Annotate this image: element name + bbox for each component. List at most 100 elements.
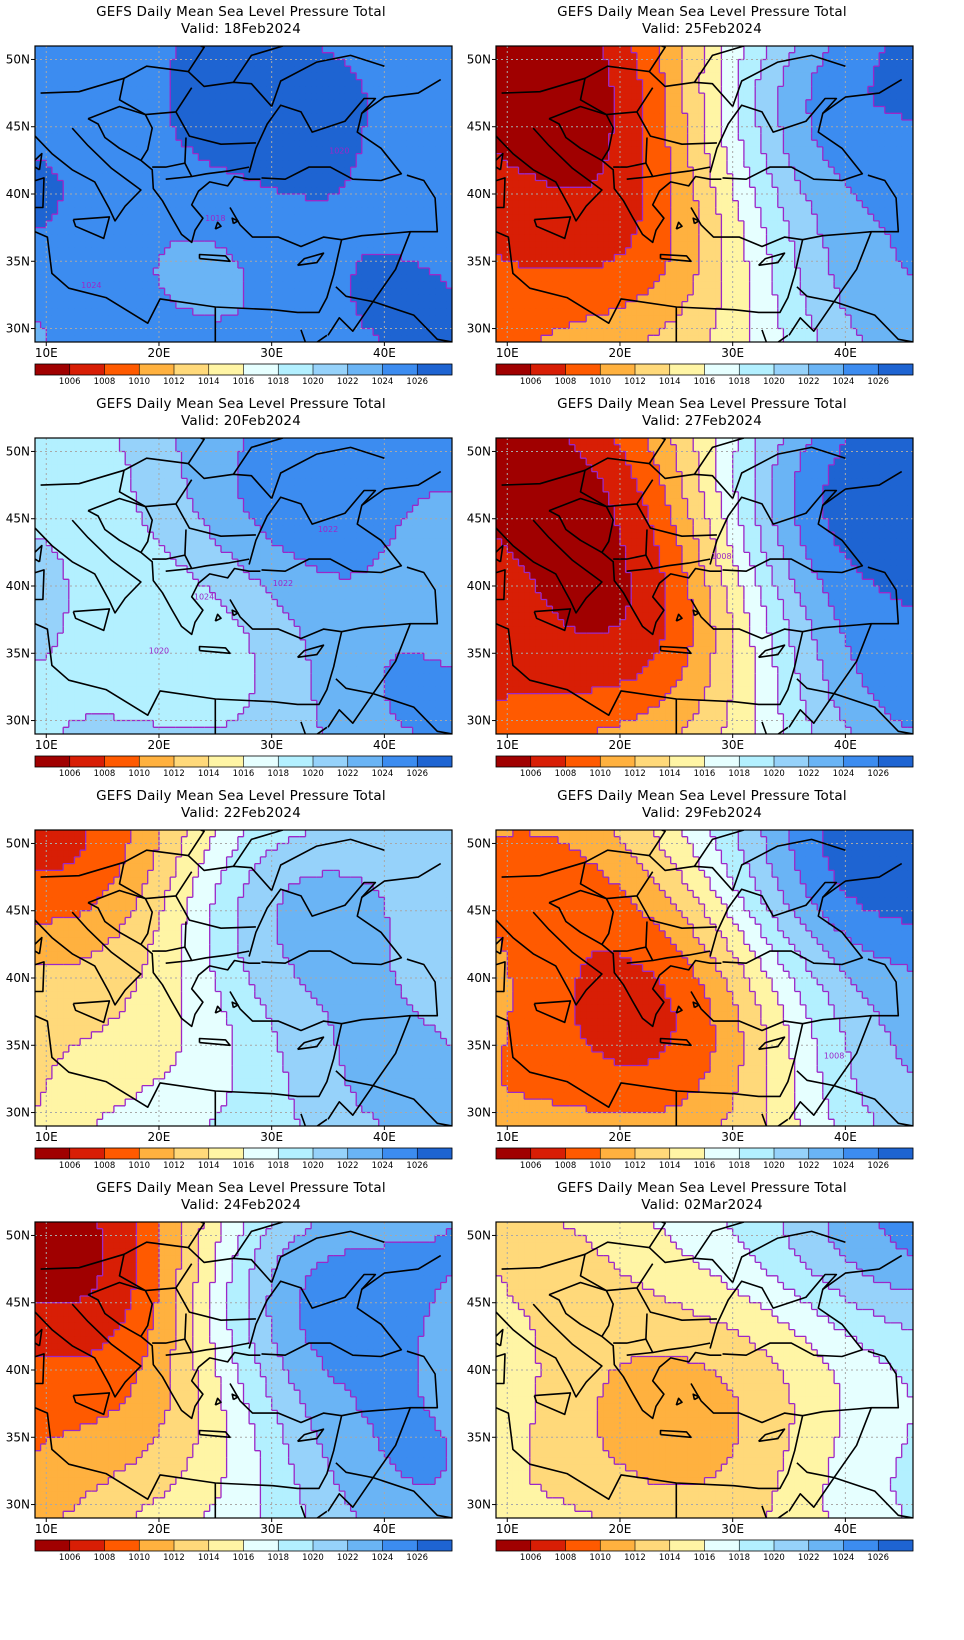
latitude-label: 30N xyxy=(467,714,491,728)
panel-valid-date: Valid: 25Feb2024 xyxy=(461,21,943,37)
colorbar-label: 1010 xyxy=(589,1553,611,1563)
colorbar-swatch xyxy=(878,756,914,767)
colorbar: 1006 1008 1010 1012 1014 1016 1018 1020 1022 1024… xyxy=(34,1539,453,1563)
colorbar-swatch xyxy=(417,1148,453,1159)
latitude-label: 30N xyxy=(6,714,30,728)
colorbar-swatch xyxy=(174,1540,210,1551)
colorbar-swatch xyxy=(313,364,349,375)
isobar-label: 1022 xyxy=(318,525,338,534)
longitude-label: 40E xyxy=(834,346,857,360)
latitude-label: 30N xyxy=(467,322,491,336)
longitude-label: 30E xyxy=(260,1522,283,1536)
colorbar-swatch xyxy=(35,364,71,375)
colorbar-label: 1010 xyxy=(589,377,611,387)
colorbar-swatch xyxy=(843,1148,879,1159)
colorbar-label: 1026 xyxy=(867,769,889,779)
longitude-label: 20E xyxy=(148,1522,171,1536)
colorbar-label: 1006 xyxy=(520,1161,542,1171)
panel-title: GEFS Daily Mean Sea Level Pressure Total xyxy=(461,4,943,20)
panel-valid-date: Valid: 18Feb2024 xyxy=(0,21,482,37)
colorbar-label: 1020 xyxy=(763,1161,785,1171)
colorbar: 1006 1008 1010 1012 1014 1016 1018 1020 1022 1024… xyxy=(34,755,453,779)
colorbar-swatch xyxy=(774,756,810,767)
latitude-label: 45N xyxy=(467,512,491,526)
pressure-field: 1008 xyxy=(496,830,913,1126)
map-canvas: 1024 1022 1020 1022 50N 45N 40N 35N 30N 10E 20E 30E… xyxy=(6,437,453,779)
panel-title: GEFS Daily Mean Sea Level Pressure Total xyxy=(0,1180,482,1196)
colorbar-swatch xyxy=(669,364,705,375)
colorbar-swatch xyxy=(417,1540,453,1551)
colorbar-swatch xyxy=(808,364,844,375)
colorbar-swatch xyxy=(313,1540,349,1551)
colorbar-swatch xyxy=(208,1148,244,1159)
colorbar-label: 1010 xyxy=(128,769,150,779)
isobar-label: 1018 xyxy=(205,214,225,223)
colorbar-swatch xyxy=(669,1148,705,1159)
colorbar-swatch xyxy=(347,756,383,767)
colorbar-label: 1018 xyxy=(267,1553,289,1563)
colorbar-label: 1010 xyxy=(128,1553,150,1563)
panel-valid-date: Valid: 27Feb2024 xyxy=(461,413,943,429)
latitude-label: 50N xyxy=(467,836,491,850)
colorbar: 1006 1008 1010 1012 1014 1016 1018 1020 1022 1024… xyxy=(34,1147,453,1171)
colorbar-swatch xyxy=(600,1148,636,1159)
latitude-label: 40N xyxy=(6,971,30,985)
longitude-label: 40E xyxy=(373,1130,396,1144)
colorbar-swatch xyxy=(174,756,210,767)
colorbar-label: 1020 xyxy=(763,377,785,387)
colorbar-label: 1006 xyxy=(59,377,81,387)
latitude-label: 35N xyxy=(6,1430,30,1444)
latitude-label: 45N xyxy=(467,120,491,134)
colorbar-label: 1016 xyxy=(694,1161,716,1171)
longitude-label: 30E xyxy=(721,1130,744,1144)
colorbar-swatch xyxy=(878,364,914,375)
colorbar-swatch xyxy=(808,1540,844,1551)
colorbar-label: 1006 xyxy=(59,769,81,779)
colorbar-label: 1006 xyxy=(520,769,542,779)
colorbar-swatch xyxy=(530,364,566,375)
colorbar-label: 1008 xyxy=(94,1553,116,1563)
colorbar-swatch xyxy=(208,756,244,767)
colorbar-label: 1008 xyxy=(555,769,577,779)
colorbar-swatch xyxy=(139,756,175,767)
map-canvas: 1024 1018 1020 50N 45N 40N 35N 30N 10E 20E 30E 40E 1… xyxy=(6,45,453,387)
colorbar-label: 1010 xyxy=(128,1161,150,1171)
longitude-label: 20E xyxy=(148,1130,171,1144)
colorbar-label: 1026 xyxy=(406,377,428,387)
colorbar-label: 1024 xyxy=(372,1553,394,1563)
colorbar-swatch xyxy=(139,364,175,375)
isobar-label: 1008 xyxy=(711,552,731,561)
colorbar-swatch xyxy=(382,1148,418,1159)
colorbar-swatch xyxy=(243,1148,279,1159)
colorbar-label: 1012 xyxy=(624,377,646,387)
longitude-label: 20E xyxy=(609,1130,632,1144)
colorbar-swatch xyxy=(496,756,532,767)
colorbar-swatch xyxy=(69,1540,105,1551)
longitude-label: 10E xyxy=(35,346,58,360)
colorbar-swatch xyxy=(35,756,71,767)
colorbar-swatch xyxy=(843,364,879,375)
colorbar-label: 1008 xyxy=(94,377,116,387)
colorbar-swatch xyxy=(69,1148,105,1159)
lat-lon-grid xyxy=(35,46,452,342)
lat-lon-grid xyxy=(35,438,452,734)
longitude-label: 40E xyxy=(373,738,396,752)
colorbar-label: 1008 xyxy=(555,1553,577,1563)
latitude-label: 35N xyxy=(467,646,491,660)
colorbar-swatch xyxy=(669,756,705,767)
colorbar-label: 1024 xyxy=(372,769,394,779)
colorbar-swatch xyxy=(496,1540,532,1551)
colorbar-label: 1016 xyxy=(233,769,255,779)
colorbar-swatch xyxy=(69,756,105,767)
colorbar: 1006 1008 1010 1012 1014 1016 1018 1020 1022 1024… xyxy=(495,755,914,779)
isobar-lines xyxy=(35,438,452,734)
isobar-lines xyxy=(35,46,452,342)
longitude-label: 10E xyxy=(496,1130,519,1144)
longitude-label: 10E xyxy=(496,346,519,360)
panel-title: GEFS Daily Mean Sea Level Pressure Total xyxy=(461,1180,943,1196)
longitude-label: 20E xyxy=(609,738,632,752)
colorbar-swatch xyxy=(278,364,314,375)
country-borders xyxy=(496,830,913,1126)
colorbar-label: 1012 xyxy=(624,769,646,779)
